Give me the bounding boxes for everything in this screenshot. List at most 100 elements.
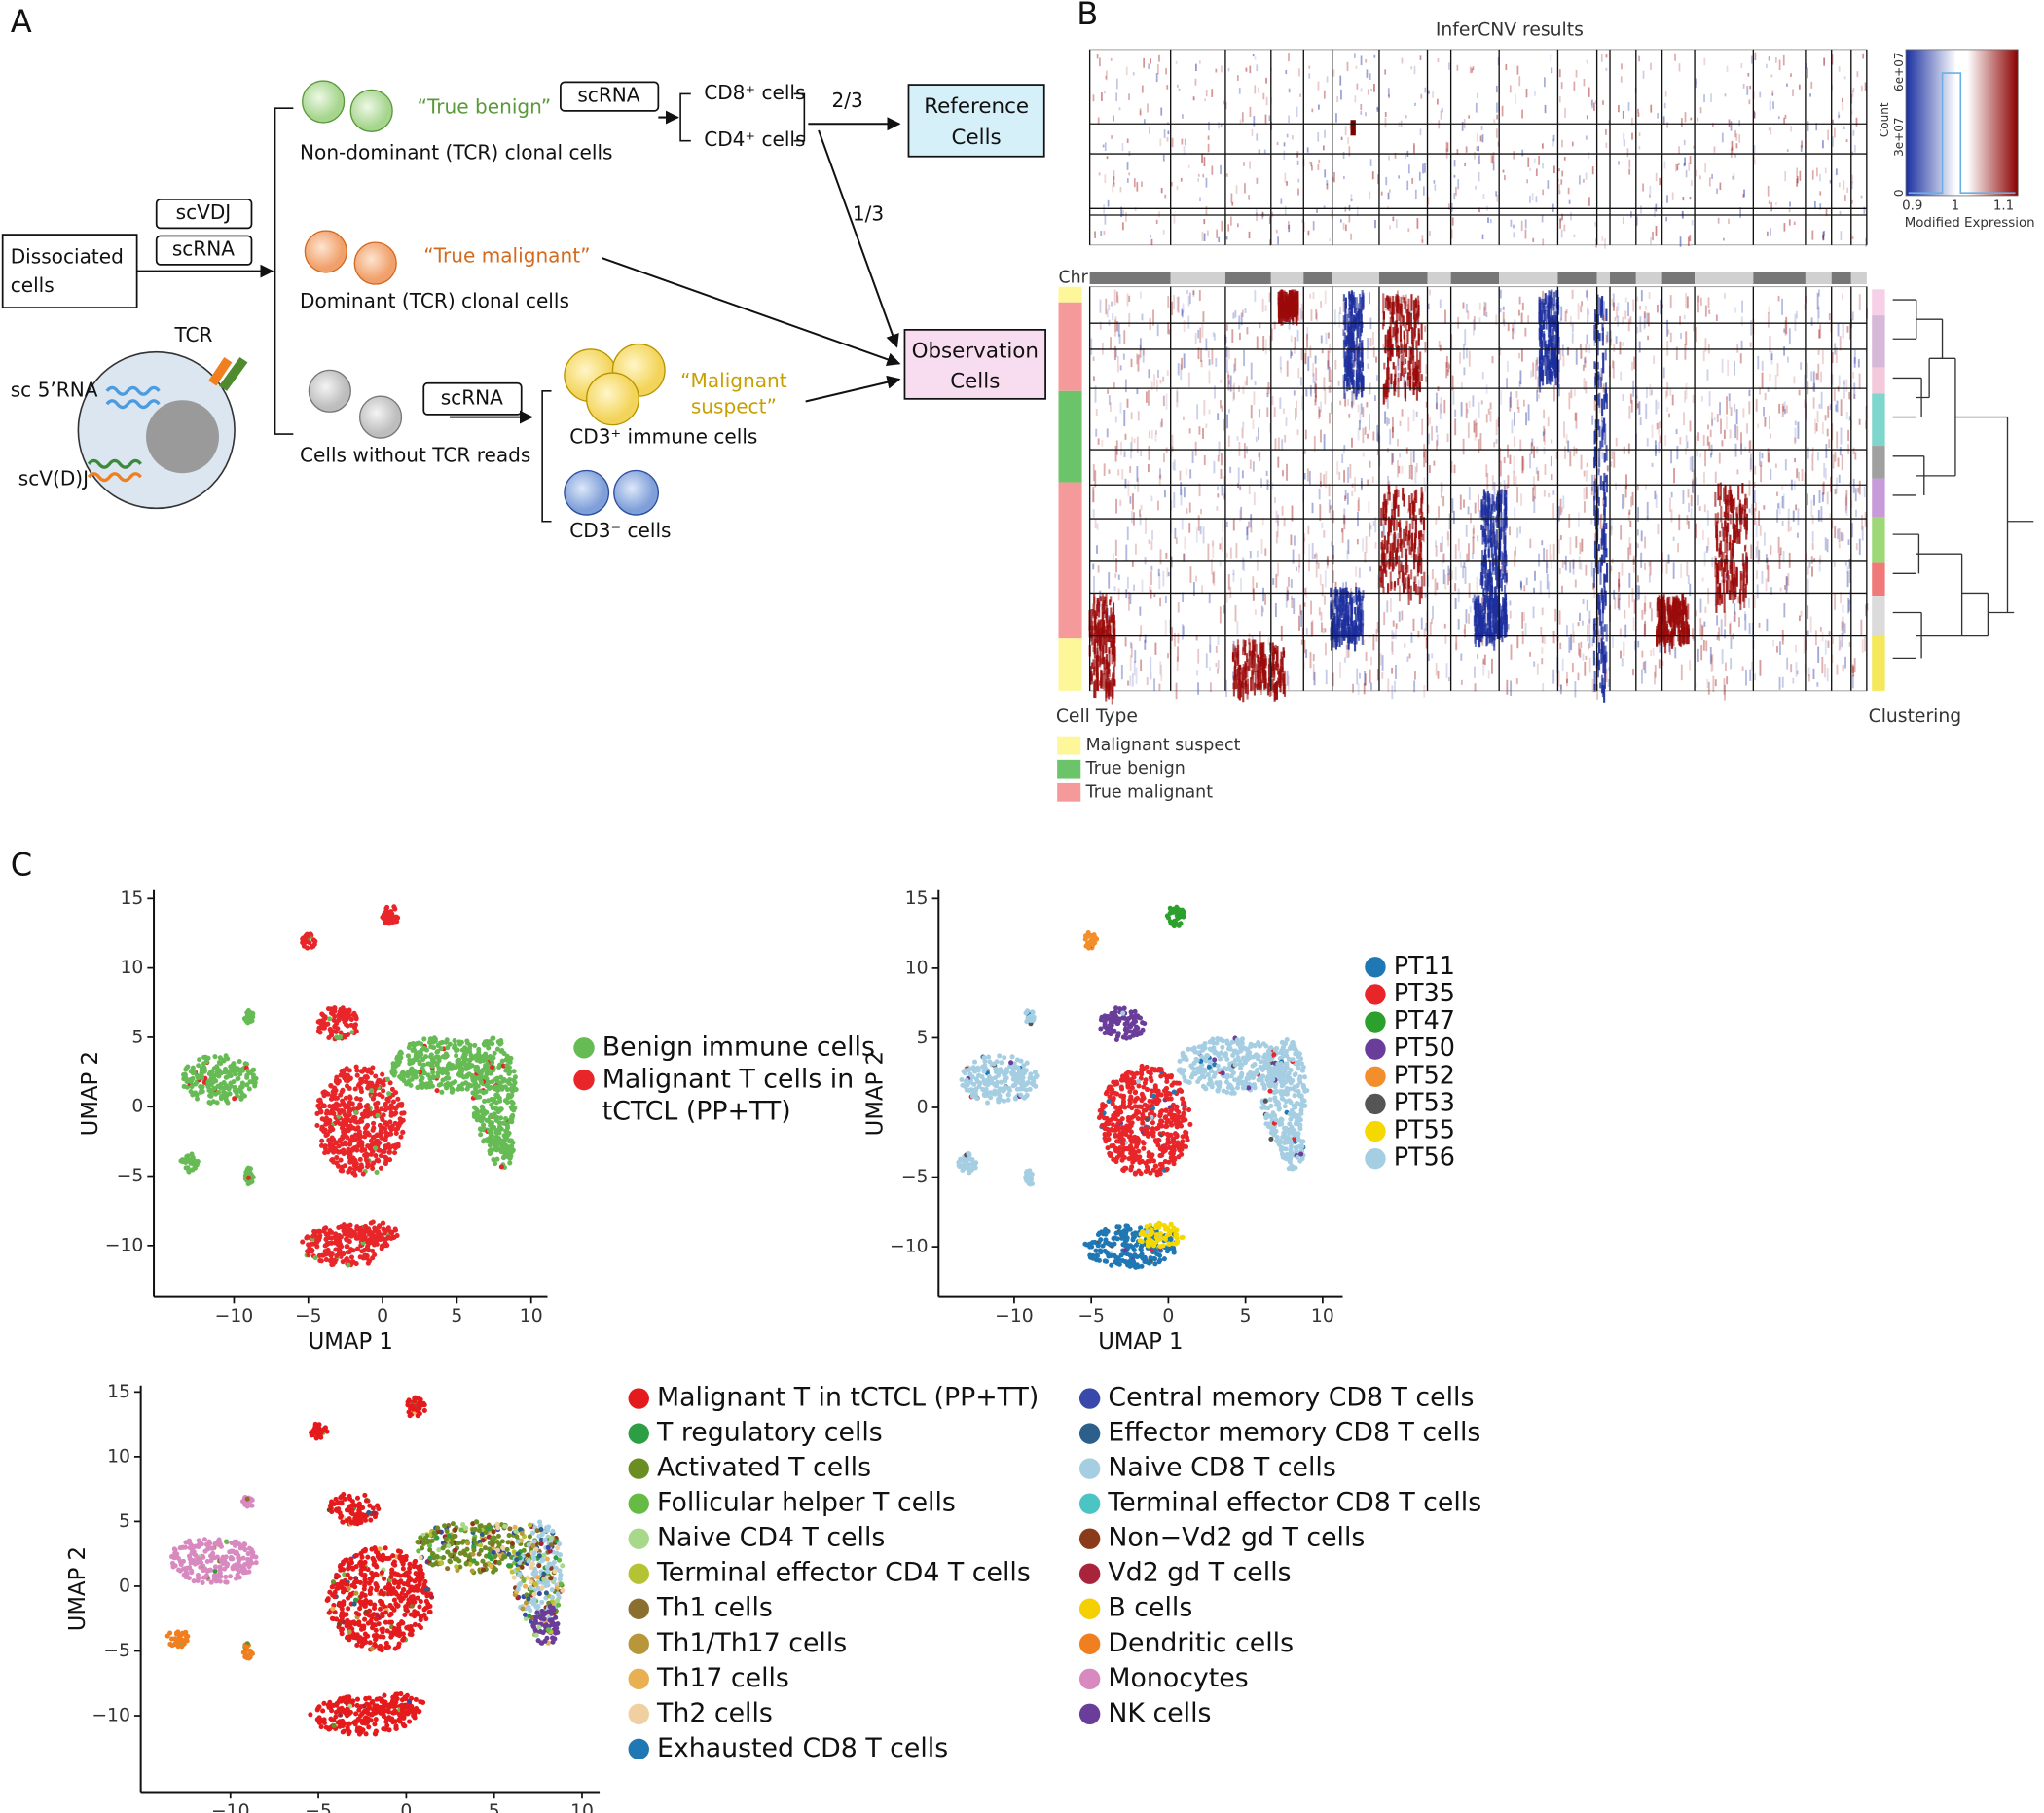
heatmap-streak: [1779, 587, 1782, 592]
heatmap-streak: [1785, 575, 1788, 594]
heatmap-streak: [1296, 106, 1298, 118]
heatmap-streak: [1691, 478, 1694, 493]
heatmap-streak: [1676, 164, 1679, 171]
heatmap-streak: [1798, 84, 1801, 90]
heatmap-streak: [1121, 222, 1124, 231]
heatmap-streak: [1781, 484, 1784, 490]
heatmap-streak: [1541, 658, 1544, 665]
heatmap-streak: [1342, 582, 1345, 593]
heatmap-streak: [1600, 621, 1603, 635]
heatmap-streak: [1423, 684, 1426, 698]
heatmap-streak: [1601, 416, 1603, 422]
heatmap-streak: [1502, 552, 1505, 573]
heatmap-streak: [1666, 407, 1669, 413]
heatmap-streak: [1858, 538, 1861, 556]
heatmap-streak: [1617, 594, 1620, 609]
heatmap-streak: [1460, 679, 1463, 685]
heatmap-streak: [1275, 680, 1279, 700]
heatmap-streak: [1181, 309, 1184, 318]
heatmap-streak: [1656, 422, 1659, 430]
heatmap-streak: [1360, 111, 1363, 115]
heatmap-streak: [1768, 453, 1770, 463]
heatmap-streak: [1413, 576, 1416, 584]
heatmap-streak: [1413, 680, 1416, 693]
heatmap-streak: [1113, 646, 1116, 667]
heatmap-streak: [1413, 142, 1415, 153]
heatmap-streak: [1841, 454, 1843, 471]
heatmap-streak: [1594, 532, 1597, 545]
heatmap-streak: [1194, 333, 1197, 344]
heatmap-streak: [1695, 523, 1697, 539]
heatmap-streak: [1268, 683, 1271, 697]
heatmap-streak: [1239, 486, 1242, 490]
heatmap-streak: [1420, 93, 1423, 99]
heatmap-streak: [1493, 614, 1496, 635]
heatmap-streak: [1666, 596, 1669, 616]
heatmap-streak: [1111, 636, 1113, 655]
heatmap-streak: [1350, 331, 1354, 341]
heatmap-streak: [1487, 524, 1490, 543]
heatmap-streak: [1569, 561, 1572, 573]
heatmap-streak: [1603, 301, 1605, 316]
heatmap-streak: [1484, 302, 1487, 311]
heatmap-streak: [1730, 579, 1733, 601]
heatmap-streak: [1680, 623, 1684, 644]
heatmap-streak: [1668, 642, 1671, 652]
heatmap-streak: [1220, 453, 1223, 466]
heatmap-streak: [1685, 331, 1688, 345]
heatmap-streak: [1619, 628, 1622, 637]
heatmap-streak: [1318, 607, 1321, 616]
heatmap-streak: [1539, 313, 1542, 328]
heatmap-streak: [1537, 376, 1539, 393]
heatmap-streak: [1420, 617, 1423, 630]
heatmap-streak: [1535, 359, 1538, 365]
heatmap-streak: [1544, 104, 1547, 114]
heatmap-streak: [1419, 55, 1422, 60]
heatmap-streak: [1526, 179, 1529, 184]
heatmap-streak: [1414, 102, 1416, 106]
heatmap-streak: [1724, 629, 1726, 639]
heatmap-streak: [1412, 451, 1415, 463]
heatmap-streak: [1352, 316, 1355, 324]
heatmap-streak: [1560, 82, 1563, 89]
heatmap-streak: [1580, 562, 1583, 570]
bracket: [793, 92, 806, 142]
heatmap-streak: [1144, 639, 1147, 650]
heatmap-streak: [1703, 471, 1705, 484]
heatmap-streak: [1105, 681, 1109, 694]
heatmap-streak: [1594, 630, 1597, 637]
heatmap-streak: [1745, 670, 1747, 686]
heatmap-streak: [1227, 435, 1230, 448]
heatmap-streak: [1124, 478, 1127, 489]
heatmap-streak: [1348, 320, 1351, 334]
heatmap-streak: [1090, 609, 1093, 630]
heatmap-streak: [1807, 447, 1809, 459]
heatmap-streak: [1497, 555, 1500, 574]
heatmap-streak: [1491, 475, 1494, 490]
heatmap-streak: [1369, 460, 1371, 468]
heatmap-streak: [1328, 499, 1331, 513]
heatmap-streak: [1268, 292, 1271, 303]
heatmap-streak: [1162, 570, 1165, 587]
heatmap-streak: [1248, 638, 1251, 645]
heatmap-streak: [1601, 642, 1604, 663]
heatmap-streak: [1347, 467, 1350, 483]
heatmap-streak: [1842, 664, 1844, 671]
heatmap-streak: [1467, 422, 1470, 439]
heatmap-streak: [1093, 575, 1095, 593]
heatmap-streak: [1322, 145, 1325, 151]
heatmap-streak: [1356, 668, 1359, 685]
heatmap-streak: [1467, 506, 1470, 515]
heatmap-streak: [1091, 620, 1094, 630]
heatmap-streak: [1358, 303, 1361, 316]
heatmap-streak: [1307, 356, 1310, 372]
heatmap-streak: [1846, 565, 1849, 573]
heatmap-streak: [1350, 199, 1353, 201]
heatmap-streak: [1148, 539, 1150, 544]
heatmap-streak: [1205, 205, 1208, 215]
heatmap-streak: [1608, 667, 1611, 671]
heatmap-streak: [1550, 455, 1552, 467]
heatmap-streak: [1579, 175, 1581, 185]
heatmap-streak: [1715, 592, 1718, 613]
heatmap-streak: [1768, 306, 1770, 313]
